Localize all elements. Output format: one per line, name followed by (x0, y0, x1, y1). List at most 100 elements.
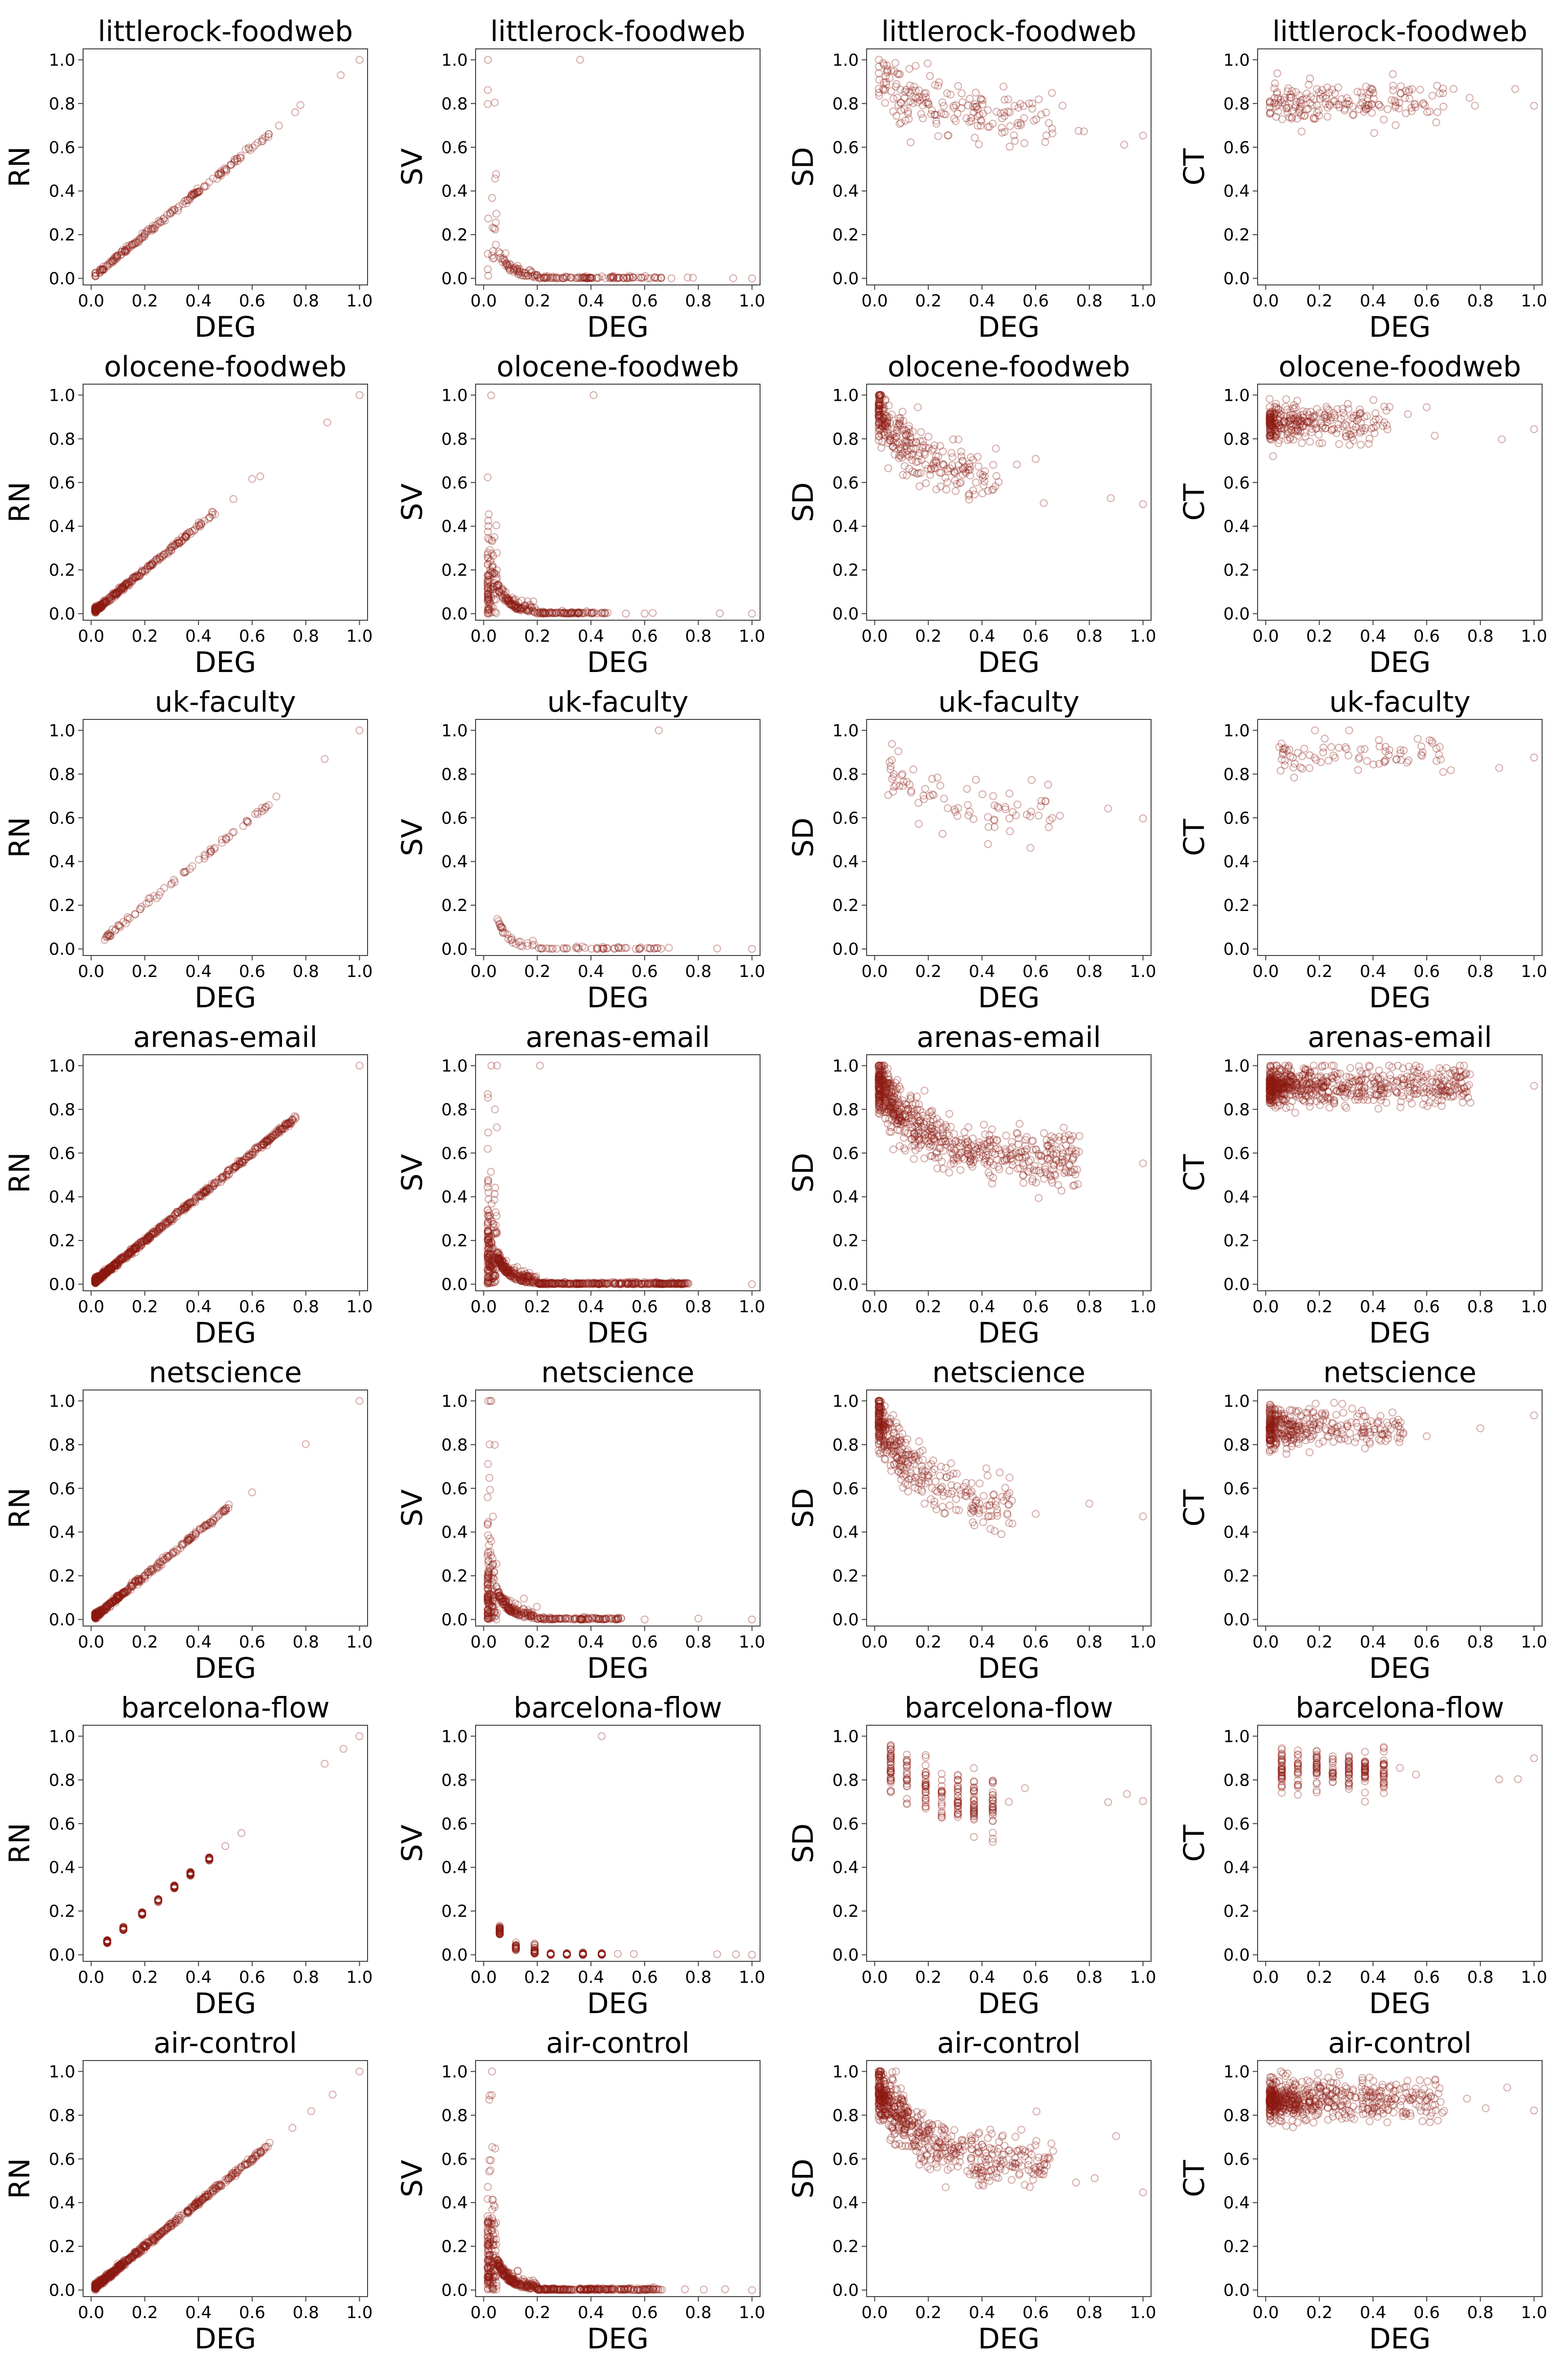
scatter-point (130, 240, 138, 249)
y-tick-label: 1.0 (49, 50, 75, 70)
scatter-point (1376, 103, 1385, 111)
scatter-points (874, 56, 1147, 151)
scatter-point (1374, 101, 1383, 109)
x-tick-label: 0.0 (1252, 962, 1279, 981)
scatter-point (1405, 94, 1414, 103)
scatter-point (135, 238, 143, 246)
scatter-point (628, 273, 637, 282)
x-tick-label: 0.8 (293, 962, 319, 981)
scatter-point (193, 184, 202, 193)
scatter-point (1341, 99, 1350, 108)
scatter-point (1421, 101, 1429, 109)
y-axis-label: RN (3, 1152, 36, 1194)
scatter-point (511, 263, 520, 272)
scatter-point (1037, 110, 1045, 119)
scatter-point (236, 153, 244, 162)
y-tick-label: 0.0 (49, 605, 75, 624)
scatter-point (122, 579, 130, 588)
scatter-point (484, 214, 492, 223)
scatter-point (1309, 113, 1318, 122)
scatter-point (900, 105, 909, 113)
scatter-point (580, 273, 588, 282)
scatter-point (113, 588, 121, 597)
scatter-point (91, 606, 99, 614)
scatter-point (582, 274, 591, 282)
scatter-point (506, 266, 514, 275)
scatter-point (93, 605, 102, 613)
scatter-point (131, 573, 139, 581)
x-axis-label: DEG (587, 1316, 649, 1349)
scatter-point (251, 141, 260, 150)
scatter-point (197, 519, 205, 527)
scatter-point (1530, 102, 1538, 110)
scatter-point (917, 110, 925, 118)
scatter-point (1433, 108, 1441, 116)
scatter-point (174, 539, 182, 547)
scatter-point (164, 550, 172, 558)
scatter-point (1287, 93, 1296, 102)
x-tick-label: 0.4 (185, 962, 212, 981)
scatter-point (1368, 101, 1376, 109)
scatter-point (1017, 121, 1025, 129)
scatter-point (259, 137, 267, 145)
scatter-point (1375, 101, 1383, 109)
scatter-point (879, 85, 888, 93)
scatter-point (96, 265, 105, 274)
scatter-point (209, 174, 217, 183)
scatter-point (1368, 85, 1376, 93)
scatter-point (121, 246, 130, 255)
scatter-point (122, 580, 130, 588)
scatter-point (535, 274, 543, 282)
scatter-point (140, 233, 149, 241)
scatter-point (509, 268, 518, 276)
scatter-point (1362, 105, 1370, 113)
x-axis-label: DEG (587, 981, 649, 1014)
y-tick-label: 0.4 (1223, 182, 1250, 201)
x-tick-label: 0.4 (185, 627, 212, 646)
axes-frame (1257, 48, 1543, 285)
x-tick-label: 0.0 (78, 291, 104, 311)
scatter-point (908, 86, 916, 94)
scatter-point (488, 251, 496, 260)
x-axis-label: DEG (1369, 646, 1431, 679)
scatter-point (161, 217, 169, 225)
scatter-point (202, 182, 210, 191)
scatter-point (513, 264, 522, 273)
scatter-point (200, 182, 209, 190)
panel-title: uk-faculty (547, 685, 688, 718)
scatter-point (883, 68, 892, 77)
scatter-point (977, 117, 986, 126)
scatter-point (237, 153, 245, 162)
scatter-point (1323, 112, 1331, 121)
scatter-point (154, 217, 163, 225)
y-tick-label: 1.0 (1223, 386, 1250, 405)
scatter-point (1345, 100, 1353, 109)
y-tick-label: 0.8 (441, 1100, 468, 1120)
scatter-point (483, 265, 492, 274)
scatter-point (975, 140, 983, 149)
scatter-point (1042, 109, 1050, 117)
y-tick-label: 0.6 (832, 808, 859, 828)
scatter-point (113, 590, 121, 599)
scatter-point (120, 581, 129, 590)
x-tick-label: 0.0 (861, 1297, 888, 1317)
scatter-point (506, 260, 514, 268)
scatter-point (1337, 95, 1346, 103)
scatter-point (119, 584, 127, 592)
scatter-point (171, 542, 179, 550)
panel-title: uk-faculty (154, 685, 296, 718)
y-tick-label: 1.0 (441, 386, 468, 405)
scatter-point (581, 274, 589, 282)
scatter-point (1332, 101, 1341, 109)
scatter-point (1266, 109, 1274, 117)
scatter-point (614, 274, 623, 282)
scatter-point (656, 273, 665, 282)
y-tick-label: 1.0 (49, 721, 75, 740)
scatter-point (1313, 85, 1321, 93)
scatter-point (175, 202, 183, 210)
scatter-point (99, 600, 108, 609)
x-axis-label: DEG (587, 310, 649, 344)
scatter-point (683, 273, 692, 282)
scatter-point (629, 273, 638, 282)
